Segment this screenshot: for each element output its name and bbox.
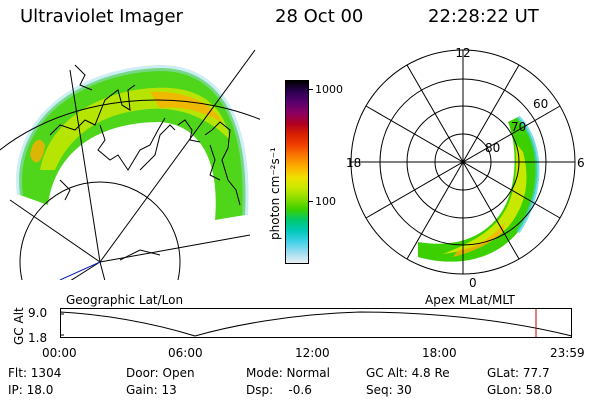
apex-projection-label: Apex MLat/MLT — [425, 293, 515, 307]
polar-plot: 12 18 6 0 60 70 80 — [346, 46, 585, 290]
ip-info: IP: 18.0 — [8, 383, 54, 397]
x-tick-1800: 18:00 — [422, 346, 457, 360]
mlt-label-0: 0 — [469, 276, 477, 290]
x-tick-0000: 00:00 — [42, 346, 77, 360]
gc-alt-axis-title: GC Alt — [12, 307, 26, 345]
gain-info: Gain: 13 — [126, 383, 177, 397]
instrument-title: Ultraviolet Imager — [20, 6, 183, 27]
door-info: Door: Open — [126, 366, 195, 380]
x-tick-0600: 06:00 — [168, 346, 203, 360]
colorbar — [285, 80, 309, 264]
geographic-projection-label: Geographic Lat/Lon — [66, 293, 184, 307]
y-tick-1.8: 1.8 — [28, 331, 48, 345]
gc-alt-info: GC Alt: 4.8 Re — [366, 366, 450, 380]
colorbar-tick-1000: 1000 — [315, 83, 343, 96]
colorbar-tick-100: 100 — [315, 195, 336, 208]
x-tick-1200: 12:00 — [295, 346, 330, 360]
date-label: 28 Oct 00 — [275, 6, 364, 27]
altitude-plot — [59, 308, 573, 338]
lat-label-70: 70 — [511, 120, 526, 134]
mlt-label-18: 18 — [346, 156, 361, 170]
geographic-image — [0, 49, 260, 280]
seq-info: Seq: 30 — [366, 383, 412, 397]
x-tick-2359: 23:59 — [550, 346, 585, 360]
colorbar-tickmark — [308, 201, 313, 202]
flight-info: Flt: 1304 — [8, 366, 62, 380]
mlt-label-6: 6 — [577, 156, 585, 170]
dsp-info: Dsp: -0.6 — [246, 383, 312, 397]
colorbar-tickmark — [308, 89, 313, 90]
lat-label-60: 60 — [533, 97, 548, 111]
y-tick-9: 9.0 — [28, 306, 48, 320]
lat-label-80: 80 — [485, 141, 500, 155]
time-label: 22:28:22 UT — [428, 6, 539, 27]
colorbar-unit: photon cm⁻²s⁻¹ — [268, 147, 282, 240]
mlt-label-12: 12 — [455, 46, 470, 60]
mode-info: Mode: Normal — [246, 366, 330, 380]
glat-info: GLat: 77.7 — [487, 366, 550, 380]
glon-info: GLon: 58.0 — [487, 383, 553, 397]
